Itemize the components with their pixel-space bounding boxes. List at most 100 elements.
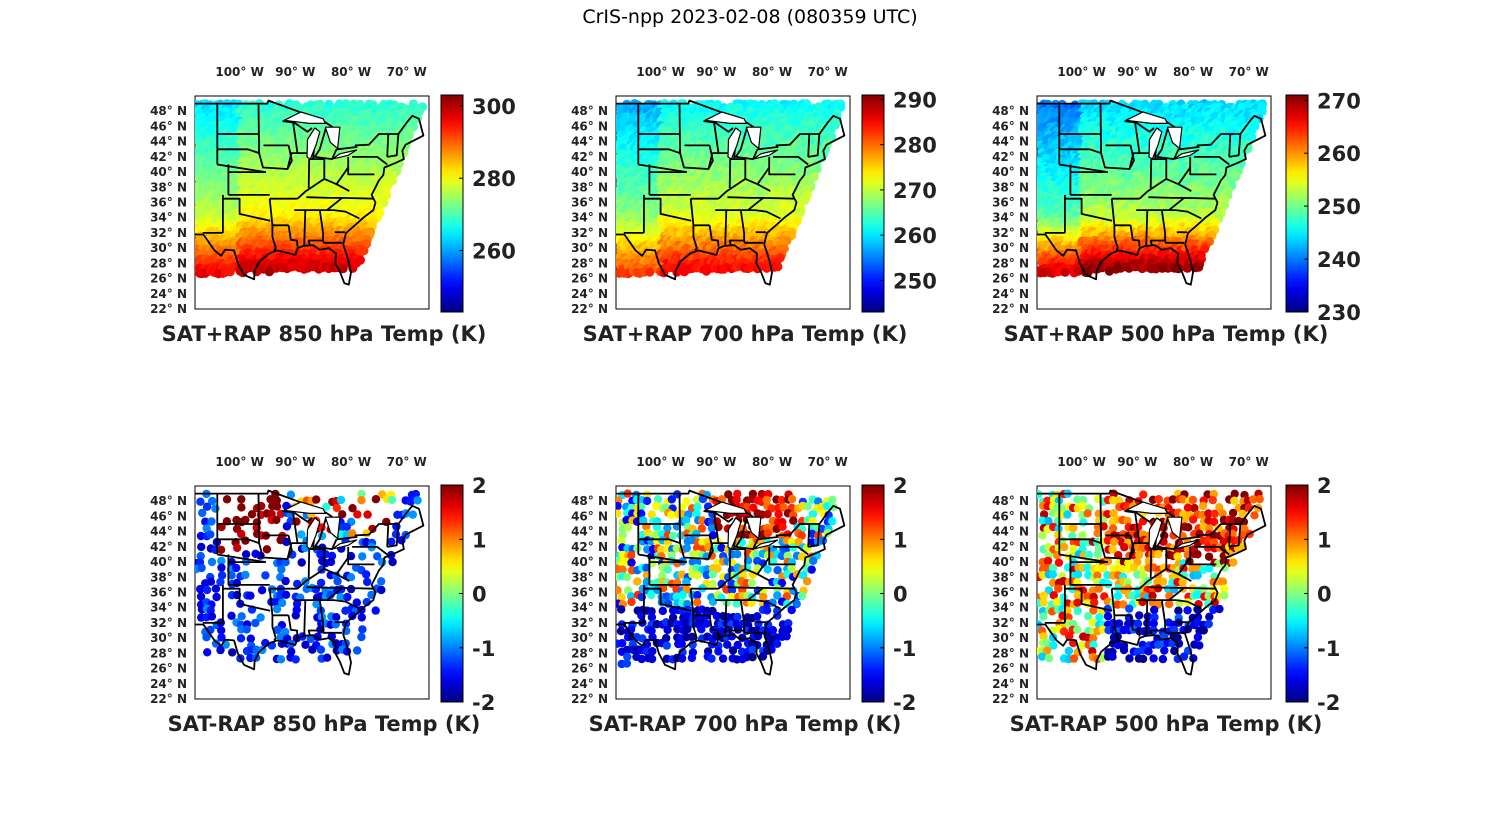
lat-label: 42° N [150,150,187,164]
state-line [638,163,687,173]
state-line [306,196,343,199]
state-line [336,183,350,192]
panel-sat-rap-sum-500: 100° W 90° W 80° W 70° W48° N46° N44° N42° … [992,65,1361,346]
lat-label: 34° N [571,211,608,225]
panel-label: SAT+RAP 700 hPa Temp (K) [583,322,908,346]
lat-label: 42° N [571,150,608,164]
obs-point [225,267,235,277]
colorbar-tick-label: 260 [472,240,516,264]
state-line [724,210,728,247]
lat-label: 26° N [150,272,187,286]
state-line [757,183,771,192]
lat-label: 46° N [150,119,187,133]
state-line [294,196,374,212]
obs-point [701,266,712,276]
lon-label: 100° W [636,65,684,79]
state-line [222,197,271,222]
state-line [708,225,720,247]
state-line [678,103,681,154]
lat-label: 30° N [150,241,187,255]
state-line [386,133,390,157]
state-line [679,145,714,170]
state-line [387,133,400,158]
colorbar [861,94,885,313]
lon-label: 70° W [808,65,848,79]
state-line [808,133,821,158]
panel-sat-rap-sum-700: 100° W 90° W 80° W 70° W 48° N46° N 44° N42° … [571,65,937,346]
figure-title: CrIS-npp 2023-02-08 (080359 UTC) [582,6,918,28]
lon-label: 70° W [387,65,427,79]
lake-outline [704,111,748,125]
colorbar [440,94,464,313]
lat-label: 38° N [150,180,187,194]
map-data [616,99,846,286]
lon-label: 90° W [696,65,736,79]
state-line [773,155,809,166]
state-line [768,156,796,176]
lon-label: 100° W [215,65,263,79]
state-boundaries [195,99,425,286]
lat-label: 26° N [571,272,608,286]
state-line [258,145,293,170]
lake-outline [752,149,779,160]
lat-label: 30° N [571,241,608,255]
colorbar-tick-label: 270 [893,179,937,203]
lon-label: 80° W [752,65,792,79]
state-line [286,152,310,170]
map-data [1037,99,1267,286]
state-line [268,198,277,251]
state-line [643,197,692,222]
state-line [715,196,795,212]
state-line [287,225,299,247]
state-line [807,133,811,157]
lake-outline [306,127,321,160]
lat-label: 28° N [571,256,608,270]
colorbar-tick-label: 250 [893,269,937,293]
obs-point [836,102,846,112]
lon-label: 80° W [331,65,371,79]
coastline-outline [616,99,846,286]
state-line [638,148,681,154]
state-line [303,210,307,247]
lat-label: 22° N [571,302,608,316]
lat-label: 36° N [150,196,187,210]
state-line [703,120,734,133]
state-line [734,127,759,161]
colorbar-tick-label: 280 [893,134,937,158]
state-line [728,159,732,189]
lat-label: 32° N [150,226,187,240]
state-line [748,209,781,220]
state-line [292,122,299,154]
lat-label: 32° N [571,226,608,240]
lon-label: 90° W [275,65,315,79]
lake-outline [283,111,326,125]
lat-label: 44° N [150,135,187,149]
state-line [217,148,260,154]
state-line [352,155,388,166]
lat-label: 48° N [571,104,608,118]
obs-point [338,264,348,274]
panel-sat-rap-sum-850: 100° W 90° W 80° W 70° W48° N46° N44° N42° … [150,65,516,346]
lake-outline [324,126,341,150]
state-boundaries [616,99,846,286]
state-line [217,163,266,173]
lake-outline [727,127,742,160]
obs-point [773,262,783,272]
lat-label: 24° N [571,287,608,301]
lat-label: 44° N [571,135,608,149]
lat-label: 40° N [571,165,608,179]
lat-label: 46° N [571,119,608,133]
obs-point [1257,106,1267,116]
obs-point [645,267,655,277]
state-line [689,198,698,251]
colorbar-tick-label: 290 [893,89,937,113]
state-line [743,240,764,244]
colorbar-tick-label: 300 [472,95,516,119]
lat-label: 40° N [150,165,187,179]
coastline-outline [195,99,425,286]
observation-points [1037,99,1267,278]
panel-label: SAT+RAP 850 hPa Temp (K) [162,322,487,346]
state-line [713,122,720,154]
lat-label: 34° N [150,211,187,225]
